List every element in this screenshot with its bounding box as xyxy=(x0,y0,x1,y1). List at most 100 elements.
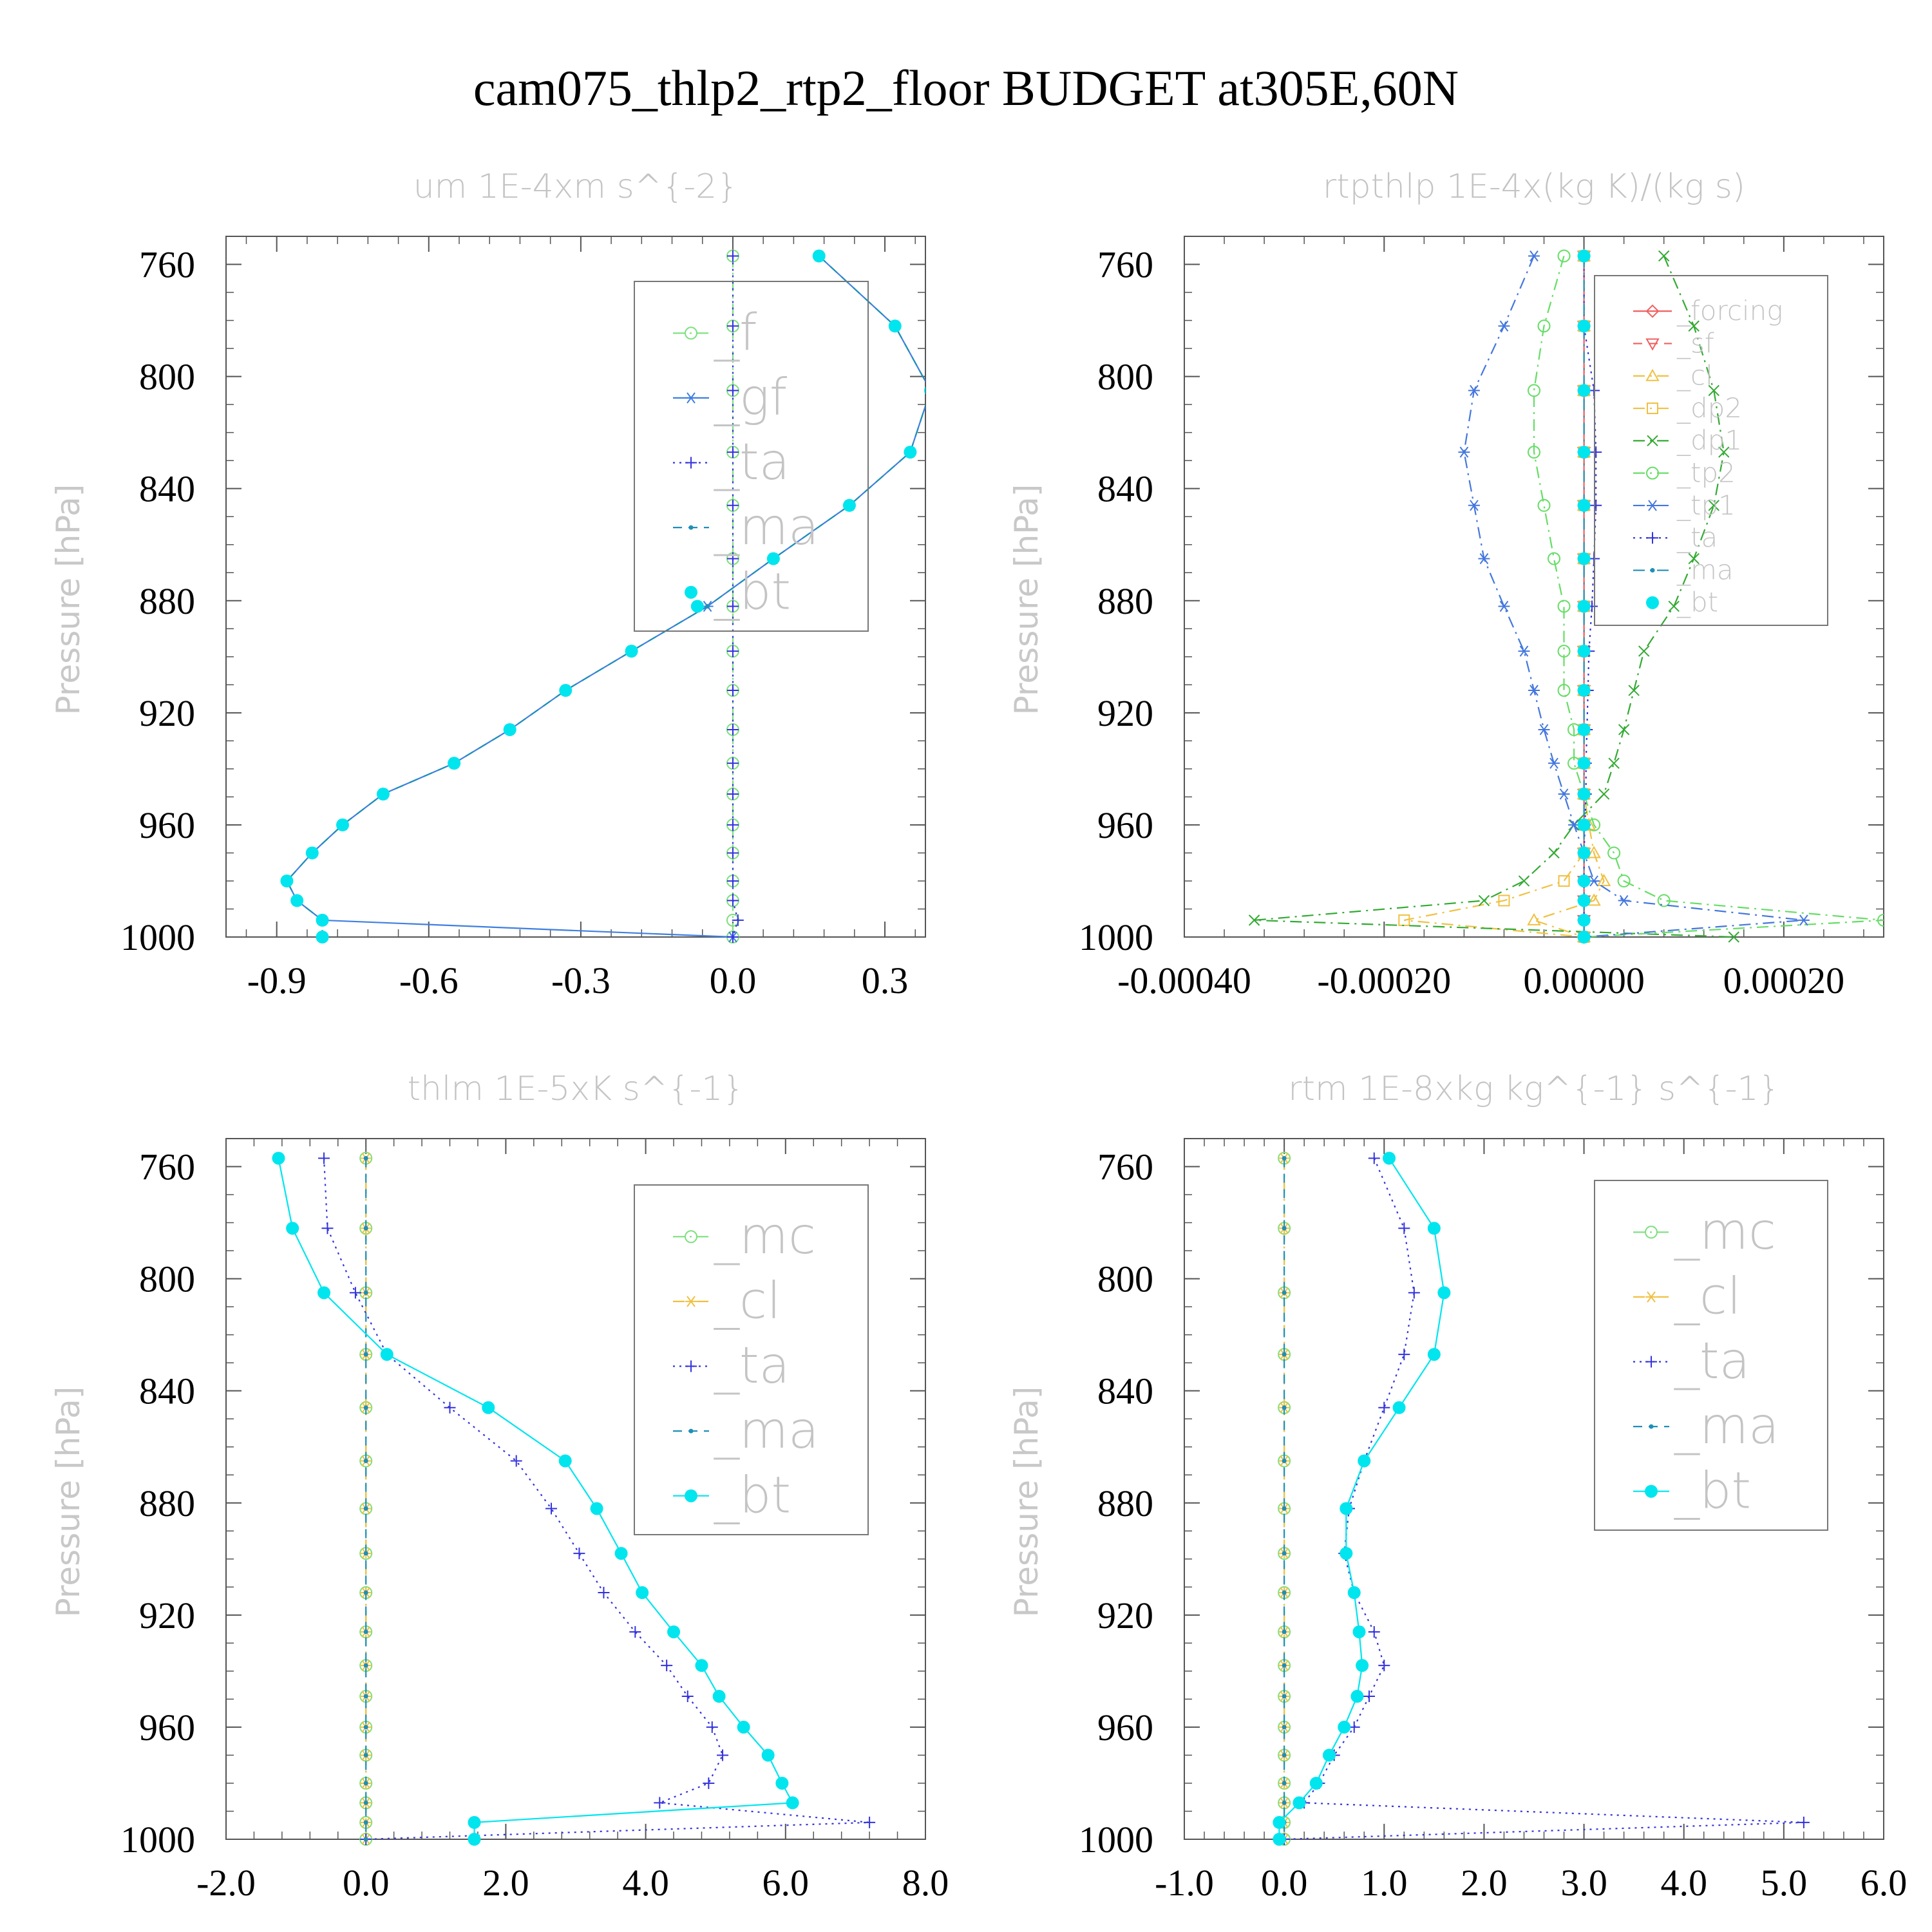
legend-marker xyxy=(1645,304,1660,318)
data-point-dp1 xyxy=(1688,320,1700,332)
legend-marker xyxy=(1646,596,1659,609)
data-point-ta xyxy=(1368,1625,1380,1638)
legend-label: _ta xyxy=(1676,522,1718,553)
legend-marker xyxy=(1645,368,1660,381)
data-point-ma xyxy=(363,1226,368,1231)
x-tick-label: 6.0 xyxy=(762,1862,810,1904)
panel-3: -2.0 0.0 2.0 4.0 6.0 8.0 760 800 840 880 920 960 100… xyxy=(50,1070,949,1904)
data-point-ta xyxy=(726,931,739,943)
legend-label: _ta xyxy=(714,433,790,491)
data-point-cl xyxy=(1587,893,1601,906)
data-point-bt xyxy=(1427,1222,1441,1235)
data-point-bt xyxy=(625,645,638,658)
y-axis-label: Pressure [hPa] xyxy=(1008,484,1045,715)
x-tick-label: 2.0 xyxy=(1461,1862,1508,1904)
data-point-bt xyxy=(1577,874,1591,887)
data-point-bt xyxy=(1577,846,1591,860)
data-point-tp2 xyxy=(1877,913,1884,927)
legend-label: _ta xyxy=(714,1337,790,1395)
data-point-cl xyxy=(1527,913,1541,925)
data-point-bt xyxy=(1577,498,1591,512)
legend-label: _bt xyxy=(714,1466,791,1524)
data-point-tp1 xyxy=(1498,320,1510,332)
data-point-dp1 xyxy=(1628,685,1640,696)
data-point-tp2 xyxy=(1528,446,1540,459)
data-point-dp1 xyxy=(1728,931,1739,943)
data-point-tp2 xyxy=(1557,600,1571,613)
panel-title: um 1E-4xm s^{-2} xyxy=(413,167,739,206)
data-point-bt xyxy=(1338,1720,1351,1734)
data-point-ta xyxy=(629,1625,641,1638)
panel-1: -0.9 -0.6 -0.3 0.0 0.3 760 800 840 880 920 960 1000… xyxy=(50,167,926,1001)
data-point-bt xyxy=(766,552,780,565)
legend-marker xyxy=(685,392,697,404)
data-point-dp1 xyxy=(1518,875,1530,887)
data-point-bt xyxy=(775,1776,789,1790)
data-point-bt xyxy=(1577,684,1591,697)
plot-frame xyxy=(225,236,926,938)
legend-label: _tp1 xyxy=(1676,489,1736,521)
series-group xyxy=(1248,249,1884,945)
y-tick-label: 800 xyxy=(1097,1258,1153,1300)
y-tick-label: 800 xyxy=(139,356,195,398)
y-tick-label: 920 xyxy=(1097,692,1153,734)
data-point-ta xyxy=(1408,1287,1420,1299)
data-point-bt xyxy=(1577,931,1591,943)
data-point-bt xyxy=(1577,894,1591,907)
data-point-bt xyxy=(380,1348,393,1361)
data-point-bt xyxy=(468,1833,481,1846)
y-tick-label: 920 xyxy=(139,1595,195,1636)
data-point-ta xyxy=(1363,1690,1376,1703)
data-point-ta xyxy=(726,895,739,907)
data-point-bt xyxy=(305,846,319,860)
legend-marker xyxy=(1645,1291,1657,1303)
y-tick-label: 840 xyxy=(1097,1370,1153,1412)
data-point-dp1 xyxy=(1718,446,1730,458)
data-point-bt xyxy=(468,1815,481,1829)
data-point-dp1 xyxy=(1598,788,1610,800)
data-point-ta xyxy=(703,1777,715,1789)
data-point-tp2 xyxy=(1537,319,1551,333)
data-point-bt xyxy=(842,498,856,512)
data-point-bt xyxy=(1577,913,1591,927)
legend-marker xyxy=(688,525,694,530)
data-point-ta xyxy=(510,1455,522,1467)
data-point-ma xyxy=(1282,1781,1287,1786)
legend-label: _bt xyxy=(1674,1462,1751,1520)
data-point-bt xyxy=(812,249,826,263)
x-tick-label: 0.0 xyxy=(343,1862,390,1904)
data-point-ma xyxy=(363,1725,368,1730)
data-point-bt xyxy=(1577,600,1591,613)
data-point-tp1 xyxy=(1498,600,1510,612)
data-point-tp2 xyxy=(1528,384,1540,397)
data-point-ma xyxy=(363,1155,368,1160)
data-point-dp1 xyxy=(1658,250,1670,262)
data-point-dp1 xyxy=(1478,895,1490,907)
data-point-bt xyxy=(1273,1833,1286,1846)
data-point-bt xyxy=(737,1720,750,1734)
data-point-ma xyxy=(363,1551,368,1556)
y-tick-label: 760 xyxy=(1097,244,1153,286)
legend-marker xyxy=(685,585,697,599)
data-point-ta xyxy=(598,1587,610,1599)
data-point-ta xyxy=(321,1222,334,1235)
data-point-ta xyxy=(654,1797,666,1809)
legend-label: _dp1 xyxy=(1676,424,1742,456)
data-point-bt xyxy=(1347,1586,1361,1600)
data-point-ma xyxy=(1282,1663,1287,1668)
series-line-ma xyxy=(286,255,925,937)
data-point-ma xyxy=(1282,1752,1287,1757)
y-tick-label: 840 xyxy=(139,1370,195,1412)
data-point-bt xyxy=(558,1454,572,1468)
data-point-ma xyxy=(363,1629,368,1634)
data-point-tp1 xyxy=(1468,500,1480,511)
legend-box xyxy=(1594,275,1828,626)
data-point-tp2 xyxy=(1548,552,1561,565)
data-point-bt xyxy=(904,446,917,459)
legend-marker xyxy=(685,457,697,469)
y-tick-label: 1000 xyxy=(120,916,195,958)
data-point-tp1 xyxy=(1797,914,1810,926)
data-point-ma xyxy=(363,1837,368,1842)
legend-label: _sf xyxy=(1676,327,1714,359)
data-point-gf xyxy=(924,390,925,392)
